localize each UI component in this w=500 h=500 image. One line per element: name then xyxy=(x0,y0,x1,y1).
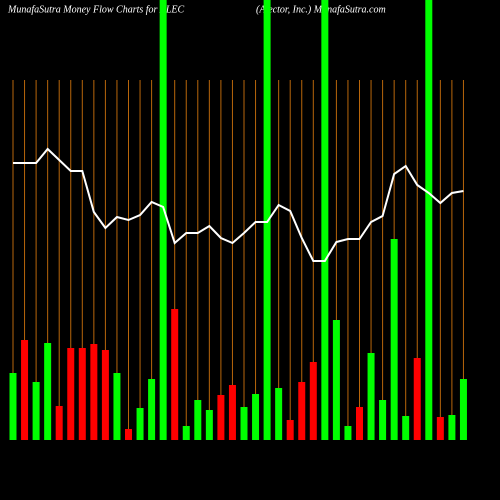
bar xyxy=(367,353,375,440)
bar xyxy=(205,410,213,440)
bar xyxy=(217,395,225,440)
bar xyxy=(402,416,410,440)
bar xyxy=(67,348,75,440)
bar xyxy=(298,382,306,440)
bar xyxy=(390,239,398,440)
bar xyxy=(9,373,17,440)
bar xyxy=(194,400,202,440)
bar xyxy=(309,362,317,440)
chart-subtitle: (Alector, Inc.) MunafaSutra.com xyxy=(256,4,386,15)
bar xyxy=(32,382,40,440)
bar xyxy=(425,0,433,440)
money-flow-line xyxy=(13,147,464,262)
bar xyxy=(252,394,260,440)
bar xyxy=(240,407,248,440)
bar xyxy=(171,309,179,440)
bar xyxy=(436,417,444,440)
bar xyxy=(413,358,421,440)
bar xyxy=(125,429,132,440)
bar xyxy=(182,426,190,440)
bar xyxy=(113,373,121,440)
bar xyxy=(263,0,271,440)
bar xyxy=(44,343,52,440)
bar xyxy=(228,385,236,440)
bar xyxy=(344,426,352,440)
bar xyxy=(78,348,86,440)
bar xyxy=(448,415,456,440)
bar xyxy=(286,420,294,440)
chart-title: MunafaSutra Money Flow Charts for ALEC xyxy=(7,4,185,15)
bar xyxy=(101,350,109,440)
bar xyxy=(90,344,98,440)
bar xyxy=(55,406,63,440)
bar xyxy=(356,407,363,440)
bar xyxy=(275,388,283,440)
bar xyxy=(459,379,467,440)
bar xyxy=(332,320,340,440)
bar xyxy=(321,0,329,440)
bar xyxy=(21,340,29,440)
bar xyxy=(379,400,387,440)
bar xyxy=(159,0,167,440)
bar xyxy=(148,379,156,440)
bar xyxy=(136,408,144,440)
